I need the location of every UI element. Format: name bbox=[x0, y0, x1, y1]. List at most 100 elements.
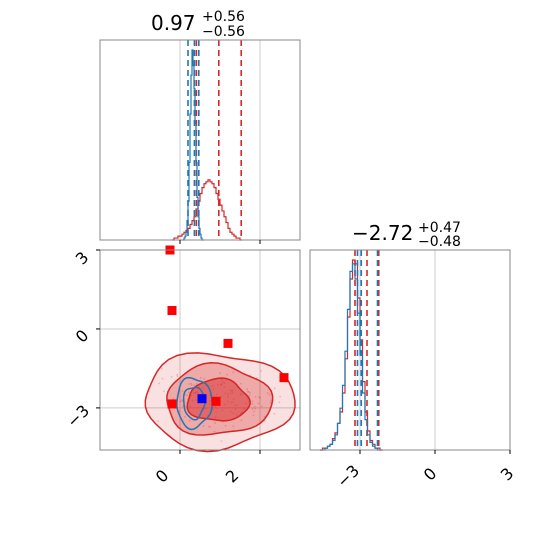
sample-point bbox=[181, 400, 184, 403]
sample-point bbox=[224, 424, 227, 427]
sample-point bbox=[220, 382, 223, 385]
sample-point bbox=[254, 396, 257, 398]
br-x-tick-label-neg3: −3 bbox=[333, 461, 363, 491]
sample-point bbox=[224, 403, 226, 406]
sample-point bbox=[226, 400, 229, 403]
sample-point bbox=[221, 380, 224, 383]
sample-point bbox=[186, 394, 189, 397]
sample-point bbox=[230, 401, 232, 404]
title-top-left-minus: −0.56 bbox=[202, 24, 245, 40]
sample-point bbox=[229, 389, 232, 392]
marker-point bbox=[279, 373, 289, 383]
sample-point bbox=[245, 402, 248, 405]
sample-point bbox=[181, 399, 183, 401]
title-bottom-right-minus: −0.48 bbox=[418, 234, 461, 250]
sample-point bbox=[216, 383, 219, 386]
marker-point bbox=[167, 306, 177, 316]
title-top-left: 0.97 +0.56 −0.56 bbox=[151, 9, 245, 40]
sample-point bbox=[220, 440, 223, 443]
sample-point bbox=[205, 407, 207, 410]
sample-point bbox=[212, 388, 215, 390]
sample-point bbox=[196, 390, 199, 393]
sample-point bbox=[158, 382, 161, 385]
sample-point bbox=[231, 389, 234, 392]
marker-point bbox=[211, 396, 221, 406]
sample-point bbox=[188, 383, 191, 385]
sample-point bbox=[239, 394, 242, 396]
sample-point bbox=[160, 367, 163, 370]
marker-point bbox=[197, 394, 207, 404]
title-bottom-right: −2.72 +0.47 −0.48 bbox=[352, 220, 461, 250]
sample-point bbox=[223, 382, 226, 384]
sample-point bbox=[200, 376, 202, 379]
sample-point bbox=[188, 419, 191, 422]
sample-point bbox=[194, 391, 197, 394]
sample-point bbox=[202, 386, 205, 389]
title-top-left-plus: +0.56 bbox=[202, 9, 245, 25]
sample-point bbox=[258, 396, 260, 399]
br-x-tick-label-0: 0 bbox=[420, 464, 441, 485]
sample-point bbox=[232, 398, 235, 401]
sample-point bbox=[239, 382, 242, 385]
joint-panel bbox=[99, 245, 301, 453]
sample-point bbox=[172, 398, 175, 400]
sample-point bbox=[189, 405, 192, 408]
sample-point bbox=[248, 394, 251, 397]
sample-point bbox=[216, 407, 219, 410]
sample-point bbox=[229, 392, 232, 395]
sample-point bbox=[220, 383, 222, 386]
sample-point bbox=[176, 375, 179, 378]
sample-point bbox=[240, 419, 243, 422]
sample-point bbox=[213, 430, 216, 433]
sample-point bbox=[229, 410, 232, 413]
sample-point bbox=[235, 404, 238, 406]
sample-point bbox=[204, 384, 207, 387]
bottom-right-panel bbox=[309, 249, 511, 451]
sample-point bbox=[181, 390, 184, 392]
sample-point bbox=[256, 377, 258, 379]
sample-point bbox=[246, 390, 249, 393]
sample-point bbox=[170, 376, 173, 378]
sample-point bbox=[240, 393, 243, 395]
sample-point bbox=[223, 385, 226, 388]
sample-point bbox=[227, 393, 229, 396]
joint-y-tick-labels: 3 0 −3 bbox=[63, 248, 93, 431]
sample-point bbox=[254, 407, 257, 410]
x-tick-label-2: 2 bbox=[222, 466, 243, 487]
sample-point bbox=[273, 412, 276, 415]
sample-point bbox=[268, 393, 271, 396]
sample-point bbox=[253, 405, 256, 408]
sample-point bbox=[251, 403, 254, 405]
sample-point bbox=[242, 407, 245, 410]
sample-point bbox=[251, 408, 254, 411]
sample-point bbox=[197, 391, 199, 394]
joint-x-tick-labels: 0 2 bbox=[152, 466, 243, 487]
histogram-series bbox=[320, 263, 383, 451]
sample-point bbox=[236, 413, 238, 416]
sample-point bbox=[263, 415, 266, 418]
sample-point bbox=[257, 402, 260, 405]
sample-point bbox=[190, 384, 193, 387]
contour-level bbox=[182, 386, 206, 421]
y-tick-label-neg3: −3 bbox=[63, 401, 93, 431]
sample-point bbox=[247, 400, 250, 403]
sample-point bbox=[221, 409, 224, 412]
sample-point bbox=[193, 384, 196, 387]
sample-point bbox=[209, 426, 212, 428]
marker-point bbox=[167, 399, 177, 409]
sample-point bbox=[224, 392, 227, 395]
sample-point bbox=[226, 373, 229, 376]
sample-point bbox=[214, 416, 217, 418]
br-x-tick-label-3: 3 bbox=[497, 464, 518, 485]
sample-point bbox=[194, 391, 196, 394]
sample-point bbox=[215, 411, 217, 413]
sample-point bbox=[214, 406, 217, 408]
x-tick-label-0: 0 bbox=[152, 466, 173, 487]
sample-point bbox=[192, 392, 195, 395]
sample-point bbox=[273, 387, 276, 390]
sample-point bbox=[249, 391, 251, 394]
sample-point bbox=[232, 371, 235, 374]
sample-point bbox=[232, 412, 235, 415]
sample-point bbox=[220, 384, 222, 386]
sample-point bbox=[279, 395, 282, 398]
